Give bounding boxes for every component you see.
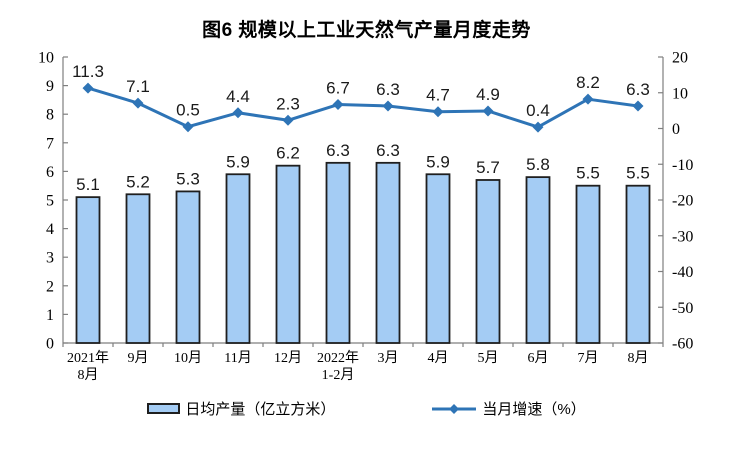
legend-item-bar-series: 日均产量（亿立方米） (147, 398, 335, 419)
line-marker-diamond-icon (182, 121, 194, 133)
right-axis-tick-label: 0 (672, 121, 680, 138)
line-value-label: 11.3 (72, 62, 104, 81)
right-axis-tick-label: -10 (672, 157, 693, 174)
right-axis-tick-label: 20 (672, 50, 688, 67)
line-marker-diamond-icon (582, 93, 594, 105)
bar-value-label: 5.7 (476, 158, 500, 177)
left-axis-tick-label: 4 (46, 221, 54, 238)
x-category-label: 2021年 (67, 350, 109, 366)
legend-line-marker-diamond-icon (449, 403, 460, 414)
line-value-label: 0.5 (176, 101, 200, 120)
left-axis-tick-label: 0 (46, 336, 54, 353)
legend-item-line-series: 当月增速（%） (431, 398, 586, 419)
line-value-label: 2.3 (276, 94, 300, 113)
line-marker-diamond-icon (132, 97, 144, 109)
line-value-label: 6.3 (626, 80, 650, 99)
line-value-label: 4.4 (226, 87, 250, 106)
right-axis-tick-label: -40 (672, 264, 693, 281)
x-category-label: 4月 (428, 350, 449, 366)
line-series-path (86, 86, 640, 129)
line-marker-diamond-icon (482, 105, 494, 117)
bar-value-label: 6.3 (326, 141, 350, 160)
x-category-label: 8月 (78, 367, 99, 383)
line-marker-diamond-icon (432, 106, 444, 118)
x-category-label: 1-2月 (322, 367, 355, 383)
line-marker-diamond-icon (532, 121, 544, 133)
line-marker-diamond-icon (332, 99, 344, 111)
bar-value-label: 6.3 (376, 141, 400, 160)
x-category-label: 12月 (274, 350, 302, 366)
line-value-label: 7.1 (126, 77, 150, 96)
right-axis-tick-label: 10 (672, 85, 688, 102)
bar (125, 193, 151, 344)
left-axis-tick-label: 8 (46, 107, 54, 124)
chart-title: 图6 规模以上工业天然气产量月度走势 (202, 20, 531, 41)
left-axis-tick-label: 10 (38, 50, 54, 67)
right-axis-tick-label: -50 (672, 300, 693, 317)
right-axis-tick-label: -60 (672, 336, 693, 353)
line-marker-diamond-icon (382, 100, 394, 112)
bar (225, 173, 251, 344)
chart-legend: 日均产量（亿立方米） 当月增速（%） (0, 398, 733, 419)
left-axis-tick-label: 3 (46, 250, 54, 267)
bar-series-label: 日均产量（亿立方米） (185, 401, 336, 418)
x-category-label: 2022年 (317, 350, 359, 366)
left-axis-tick-label: 1 (46, 307, 54, 324)
bar (425, 173, 451, 344)
line-value-label: 8.2 (576, 73, 600, 92)
left-axis-tick-label: 6 (46, 164, 54, 181)
bar (475, 179, 501, 344)
bar (275, 164, 301, 344)
line-value-label: 6.3 (376, 80, 400, 99)
x-category-label: 3月 (378, 350, 399, 366)
left-axis-tick-label: 9 (46, 78, 54, 95)
line-series-label: 当月增速（%） (482, 401, 586, 418)
line-value-label: 6.7 (326, 79, 350, 98)
line-marker-diamond-icon (632, 100, 644, 112)
x-category-label: 11月 (224, 350, 251, 366)
line-marker-diamond-icon (282, 114, 294, 126)
line-series-swatch-icon (432, 403, 477, 414)
x-category-label: 5月 (478, 350, 499, 366)
left-axis-tick-label: 7 (46, 135, 54, 152)
bar (575, 184, 601, 344)
bar (625, 184, 651, 344)
line-value-label: 4.9 (476, 85, 500, 104)
bar (325, 161, 351, 344)
bar-value-label: 5.1 (76, 175, 100, 194)
bar (75, 196, 101, 344)
line-value-label: 4.7 (426, 86, 450, 105)
bar-value-label: 6.2 (276, 144, 300, 163)
x-category-label: 6月 (528, 350, 549, 366)
x-category-label: 8月 (628, 350, 649, 366)
bar-value-label: 5.5 (626, 164, 650, 183)
bar-value-label: 5.9 (226, 152, 250, 171)
bar (175, 190, 201, 344)
x-category-label: 10月 (174, 350, 202, 366)
x-category-label: 9月 (128, 350, 149, 366)
bar (525, 176, 551, 344)
right-axis-tick-label: -30 (672, 228, 693, 245)
bar (375, 161, 401, 344)
line-marker-diamond-icon (232, 107, 244, 119)
bar-value-label: 5.9 (426, 152, 450, 171)
bar-value-label: 5.5 (576, 164, 600, 183)
bar-value-label: 5.2 (126, 172, 150, 191)
line-marker-diamond-icon (82, 82, 94, 94)
x-category-label: 7月 (578, 350, 599, 366)
left-axis-tick-label: 5 (46, 193, 54, 210)
left-axis-tick-label: 2 (46, 278, 54, 295)
line-value-label: 0.4 (526, 101, 550, 120)
right-axis-tick-label: -20 (672, 193, 693, 210)
bar-value-label: 5.8 (526, 155, 550, 174)
bar-series-swatch-icon (147, 403, 181, 414)
bar-value-label: 5.3 (176, 169, 200, 188)
